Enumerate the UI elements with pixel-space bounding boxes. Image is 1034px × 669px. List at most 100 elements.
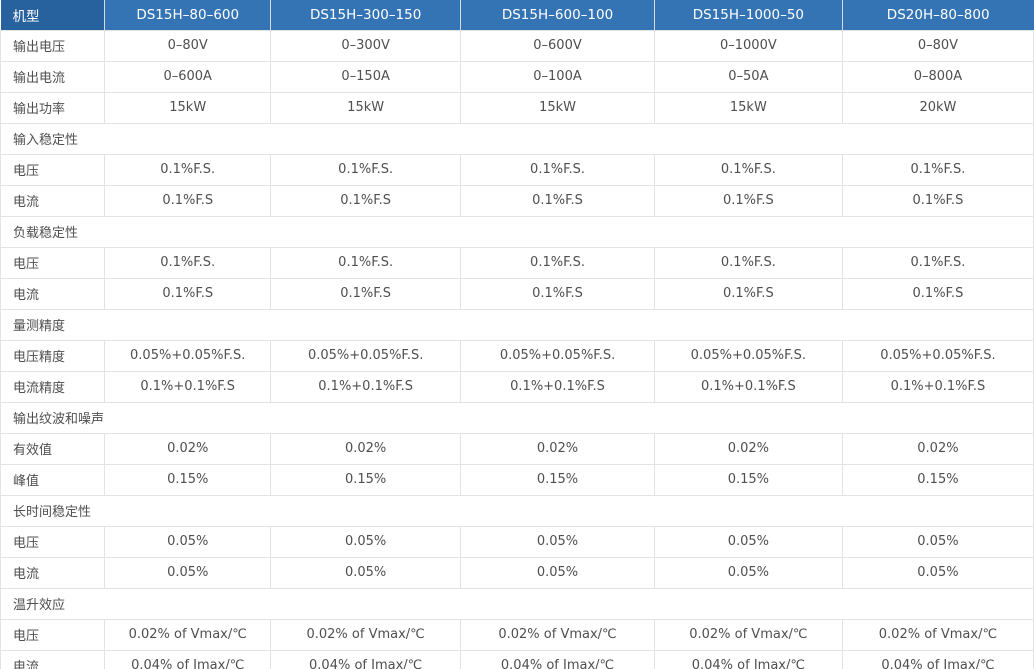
table-cell: 0.1%F.S. (841, 246, 1034, 279)
table-cell: 0.1%F.S. (104, 246, 272, 279)
table-cell: 0.04% of Imax/℃ (460, 649, 655, 669)
table-cell: 0.04% of Imax/℃ (270, 649, 462, 669)
table-cell: 0–100A (460, 60, 655, 93)
row-label: 电压精度 (0, 339, 106, 372)
row-label: 电流 (0, 649, 106, 669)
table-cell: 0.1%F.S. (653, 153, 843, 186)
table-cell: 0.02% of Vmax/℃ (460, 618, 655, 651)
table-cell: 0.05%+0.05%F.S. (460, 339, 655, 372)
table-row: 输出功率 15kW 15kW 15kW 15kW 20kW (0, 91, 1034, 124)
section-row: 长时间稳定性 (0, 494, 1034, 527)
table-cell: 0.1%F.S (270, 277, 462, 310)
table-cell: 0.05% (460, 525, 655, 558)
section-row: 温升效应 (0, 587, 1034, 620)
table-cell: 0–80V (841, 29, 1034, 62)
table-body: 输出电压 0–80V 0–300V 0–600V 0–1000V 0–80V 输出电流 0–6… (0, 29, 1034, 669)
table-row: 电压 0.1%F.S. 0.1%F.S. 0.1%F.S. 0.1%F.S. 0.1%F.… (0, 153, 1034, 186)
table-cell: 0.1%F.S. (841, 153, 1034, 186)
table-cell: 0–600A (104, 60, 272, 93)
table-cell: 15kW (460, 91, 655, 124)
section-label: 温升效应 (0, 587, 1034, 620)
model-column-header: DS20H–80–800 (841, 0, 1034, 30)
table-cell: 0.02% of Vmax/℃ (104, 618, 272, 651)
model-column-header: DS15H–80–600 (104, 0, 271, 30)
section-label: 负载稳定性 (0, 215, 1034, 248)
table-cell: 0.1%F.S. (460, 246, 655, 279)
row-label: 电流 (0, 184, 106, 217)
table-cell: 0.15% (270, 463, 462, 496)
row-label: 有效值 (0, 432, 106, 465)
table-cell: 0.05% (270, 556, 462, 589)
table-cell: 0.1%F.S. (270, 246, 462, 279)
table-cell: 0.05%+0.05%F.S. (841, 339, 1034, 372)
table-cell: 0–150A (270, 60, 462, 93)
table-cell: 0.1%F.S (841, 184, 1034, 217)
table-row: 电压 0.1%F.S. 0.1%F.S. 0.1%F.S. 0.1%F.S. 0.1%F.… (0, 246, 1034, 279)
row-label: 输出电流 (0, 60, 106, 93)
model-column-header: DS15H–600–100 (460, 0, 655, 30)
table-row: 电流 0.05% 0.05% 0.05% 0.05% 0.05% (0, 556, 1034, 589)
table-cell: 0.1%+0.1%F.S (460, 370, 655, 403)
table-cell: 0.02% (460, 432, 655, 465)
table-cell: 0.05%+0.05%F.S. (653, 339, 843, 372)
table-row: 电压精度 0.05%+0.05%F.S. 0.05%+0.05%F.S. 0.05%+… (0, 339, 1034, 372)
table-cell: 0.1%F.S (653, 184, 843, 217)
table-cell: 0.05% (270, 525, 462, 558)
row-label: 输出电压 (0, 29, 106, 62)
table-cell: 0.15% (653, 463, 843, 496)
table-cell: 0.15% (841, 463, 1034, 496)
row-label: 电流精度 (0, 370, 106, 403)
table-cell: 0.05% (460, 556, 655, 589)
table-cell: 0–1000V (653, 29, 843, 62)
table-cell: 0.05%+0.05%F.S. (270, 339, 462, 372)
row-label: 峰值 (0, 463, 106, 496)
table-cell: 0–50A (653, 60, 843, 93)
table-cell: 15kW (104, 91, 272, 124)
section-row: 输出纹波和噪声 (0, 401, 1034, 434)
corner-header-label: 机型 (0, 0, 105, 30)
section-row: 量测精度 (0, 308, 1034, 341)
table-cell: 0.1%F.S. (460, 153, 655, 186)
table-cell: 0.15% (104, 463, 272, 496)
row-label: 输出功率 (0, 91, 106, 124)
table-cell: 0.02% of Vmax/℃ (270, 618, 462, 651)
table-cell: 0.1%+0.1%F.S (270, 370, 462, 403)
table-cell: 0.1%F.S. (270, 153, 462, 186)
table-cell: 0.1%F.S (104, 184, 272, 217)
table-cell: 0.15% (460, 463, 655, 496)
model-column-header: DS15H–1000–50 (653, 0, 843, 30)
table-cell: 0.02% (841, 432, 1034, 465)
table-cell: 0.1%F.S (460, 184, 655, 217)
table-cell: 0.05% (653, 525, 843, 558)
table-row: 输出电流 0–600A 0–150A 0–100A 0–50A 0–800A (0, 60, 1034, 93)
table-cell: 0.1%+0.1%F.S (841, 370, 1034, 403)
table-row: 电压 0.02% of Vmax/℃ 0.02% of Vmax/℃ 0.02% of… (0, 618, 1034, 651)
table-cell: 0.04% of Imax/℃ (841, 649, 1034, 669)
table-cell: 0–300V (270, 29, 462, 62)
table-cell: 0.02% of Vmax/℃ (841, 618, 1034, 651)
table-row: 电压 0.05% 0.05% 0.05% 0.05% 0.05% (0, 525, 1034, 558)
table-cell: 0.02% (270, 432, 462, 465)
table-row: 输出电压 0–80V 0–300V 0–600V 0–1000V 0–80V (0, 29, 1034, 62)
section-label: 量测精度 (0, 308, 1034, 341)
table-row: 峰值 0.15% 0.15% 0.15% 0.15% 0.15% (0, 463, 1034, 496)
table-cell: 0–800A (841, 60, 1034, 93)
table-cell: 0.1%F.S. (653, 246, 843, 279)
table-cell: 0.1%F.S (270, 184, 462, 217)
section-label: 输出纹波和噪声 (0, 401, 1034, 434)
table-cell: 0.05% (104, 525, 272, 558)
section-row: 输入稳定性 (0, 122, 1034, 155)
table-cell: 0.04% of Imax/℃ (104, 649, 272, 669)
table-cell: 0.1%+0.1%F.S (104, 370, 272, 403)
section-label: 长时间稳定性 (0, 494, 1034, 527)
table-cell: 0.05% (104, 556, 272, 589)
table-cell: 0.05% (653, 556, 843, 589)
row-label: 电压 (0, 153, 106, 186)
row-label: 电压 (0, 618, 106, 651)
table-cell: 0.02% of Vmax/℃ (653, 618, 843, 651)
row-label: 电流 (0, 277, 106, 310)
table-cell: 0.02% (653, 432, 843, 465)
table-cell: 0.1%F.S (460, 277, 655, 310)
table-row: 电流 0.1%F.S 0.1%F.S 0.1%F.S 0.1%F.S 0.1%F.S (0, 184, 1034, 217)
